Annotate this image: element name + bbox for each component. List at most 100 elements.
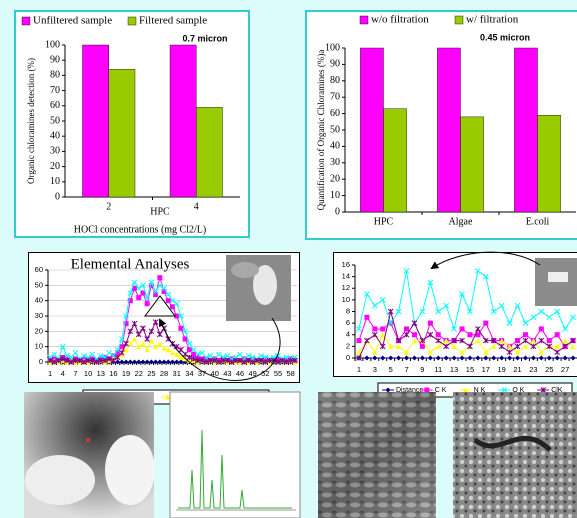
x-tick-label: 5: [389, 365, 393, 374]
x-tick-label: 1: [48, 369, 52, 378]
point: [412, 332, 417, 337]
x-tick-label: 28: [160, 369, 168, 378]
point: [539, 326, 544, 331]
x-tick-label: Algae: [449, 216, 473, 227]
point: [515, 338, 520, 343]
bar: [109, 69, 135, 197]
y-tick-label: 80: [330, 75, 340, 86]
point: [424, 388, 429, 393]
y-tick-label: 40: [50, 130, 60, 141]
y-tick-label: 0: [335, 206, 340, 217]
x-tick-label: 11: [434, 365, 442, 374]
point: [178, 326, 183, 331]
point: [420, 344, 425, 349]
y-tick-label: 10: [330, 190, 340, 201]
point: [460, 326, 465, 331]
y-tick-label: 90: [50, 54, 60, 65]
y-tick-label: 70: [50, 85, 60, 96]
x-tick-label: 2: [106, 201, 111, 212]
bar: [437, 48, 460, 212]
y-tick-label: 30: [50, 146, 60, 157]
y-tick-label: 6: [346, 318, 350, 327]
y-tick-label: 40: [330, 141, 340, 152]
legend-label: Filtered sample: [139, 15, 207, 27]
y-tick-label: 40: [35, 296, 43, 305]
bar: [83, 45, 109, 197]
texture: [25, 455, 95, 505]
point: [356, 338, 361, 343]
legend-label: C K: [435, 387, 447, 394]
y-tick-label: 20: [50, 161, 60, 172]
legend-swatch: [128, 17, 136, 25]
x-tick-label: 9: [420, 365, 424, 374]
y-tick-label: 10: [35, 342, 43, 351]
point: [483, 321, 488, 326]
y-tick-label: 90: [330, 59, 340, 70]
x-tick-label: 43: [223, 369, 231, 378]
y-tick-label: 0: [55, 191, 60, 202]
bar: [360, 48, 383, 212]
y-tick-label: 50: [50, 115, 60, 126]
y-tick-label: 0: [346, 353, 350, 362]
texture: [231, 262, 259, 278]
y-tick-label: 20: [35, 326, 43, 335]
spectrum-image: [170, 392, 300, 518]
y-tick-label: 10: [342, 295, 350, 304]
x-tick-label: 15: [466, 365, 474, 374]
x-tick-label: 27: [561, 365, 569, 374]
x-tick-label: 4: [61, 369, 65, 378]
point: [145, 301, 150, 306]
y-tick-label: 16: [342, 260, 350, 269]
x-tick-label: 31: [173, 369, 181, 378]
bar: [461, 117, 484, 212]
y-tick-label: 100: [45, 39, 60, 50]
y-tick-label: 80: [50, 70, 60, 81]
y-axis-label: Organic chloramines detection (%): [26, 58, 36, 184]
sem-image: [453, 392, 577, 518]
legend-label: w/o filtration: [371, 14, 429, 26]
point: [428, 321, 433, 326]
y-tick-label: 30: [35, 311, 43, 320]
y-tick-label: 10: [50, 176, 60, 187]
x-axis-label: HOCl concentrations (mg Cl2/L): [74, 224, 206, 235]
x-tick-label: 19: [122, 369, 130, 378]
y-tick-label: 20: [330, 173, 340, 184]
chart-title: Elemental Analyses: [71, 256, 190, 272]
point: [436, 332, 441, 337]
x-tick-label: 55: [274, 369, 282, 378]
point: [187, 347, 192, 352]
texture: [105, 435, 155, 505]
x-tick-label: 13: [450, 365, 458, 374]
bar: [384, 109, 407, 212]
bar: [538, 115, 561, 212]
x-tick-label: 37: [198, 369, 206, 378]
x-tick-label: 3: [373, 365, 377, 374]
y-tick-label: 100: [325, 42, 340, 53]
x-tick-label: 19: [498, 365, 506, 374]
x-tick-label: 16: [109, 369, 117, 378]
y-tick-label: 60: [330, 108, 340, 119]
point: [467, 332, 472, 337]
annotation: 0.45 micron: [480, 32, 530, 42]
y-tick-label: 12: [342, 283, 350, 292]
x-tick-label: 7: [73, 369, 77, 378]
legend-label: w/ filtration: [466, 14, 519, 26]
x-tick-label: 34: [185, 369, 193, 378]
bright-particle: [548, 272, 568, 282]
x-tick-label: 25: [147, 369, 155, 378]
point: [555, 332, 560, 337]
point: [380, 326, 385, 331]
y-tick-label: 60: [35, 265, 43, 274]
y-tick-label: 70: [330, 91, 340, 102]
legend-swatch: [360, 16, 368, 24]
point: [547, 338, 552, 343]
x-tick-label: 22: [135, 369, 143, 378]
point: [136, 295, 141, 300]
x-tick-label: 7: [404, 365, 408, 374]
x-tick-label: 4: [194, 201, 199, 212]
y-tick-label: 50: [330, 124, 340, 135]
y-axis-label: Quantification of Organic Chloramines (%…: [316, 50, 326, 211]
shading: [318, 392, 436, 518]
point: [372, 326, 377, 331]
point: [364, 315, 369, 320]
